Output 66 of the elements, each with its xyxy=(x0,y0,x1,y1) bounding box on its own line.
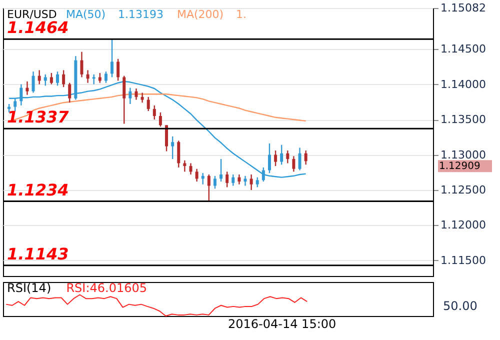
annotation: RSI:46.01605 xyxy=(66,281,147,295)
text: MA(50) xyxy=(66,8,106,21)
ref-line-label: 1.1234 xyxy=(7,180,69,200)
candlestick xyxy=(128,87,132,105)
candlestick xyxy=(146,96,150,112)
text: 2016-04-14 15:00 xyxy=(228,317,336,331)
candlestick xyxy=(286,150,290,164)
candlestick xyxy=(80,51,84,78)
candlestick xyxy=(140,92,144,104)
chart-title: EUR/USD xyxy=(7,8,57,21)
ref-line-label: 1.1464 xyxy=(7,18,69,38)
candlestick xyxy=(56,70,60,86)
annotation: 1. xyxy=(236,8,246,21)
annotation: 1.13193 xyxy=(118,8,164,21)
candlestick xyxy=(183,160,186,172)
candlestick xyxy=(38,70,41,85)
candlestick xyxy=(304,150,308,166)
candlestick xyxy=(32,70,35,94)
candlestick xyxy=(268,142,271,174)
text: MA(200) xyxy=(177,8,224,21)
candlestick xyxy=(195,168,198,182)
y-tick-label: 1.11500 xyxy=(440,254,486,267)
text: 50.00 xyxy=(443,298,478,313)
candlestick xyxy=(207,174,210,203)
y-tick-label: 1.12500 xyxy=(440,184,486,197)
candlestick xyxy=(220,158,223,182)
candlestick xyxy=(26,80,29,96)
y-tick-label: 1.15082 xyxy=(440,2,486,14)
ref-line-label: 1.1143 xyxy=(7,244,69,264)
candlestick xyxy=(68,82,72,104)
candlestick xyxy=(62,70,66,88)
y-tick-label: 1.12000 xyxy=(440,218,486,232)
y-tick-label: 1.14500 xyxy=(440,42,486,56)
candlestick xyxy=(116,58,120,82)
candlestick xyxy=(171,136,174,160)
candlestick xyxy=(110,38,114,78)
candlestick xyxy=(232,174,235,186)
candlestick xyxy=(292,156,296,172)
y-tick-label: 1.13500 xyxy=(440,113,486,126)
candlestick xyxy=(104,70,108,84)
candlestick xyxy=(98,72,102,84)
chart-title: RSI(14) xyxy=(7,281,52,295)
y-tick-label: 1.13000 xyxy=(440,148,486,162)
candlestick xyxy=(298,147,302,171)
candlestick xyxy=(189,162,192,176)
candlestick xyxy=(213,175,216,190)
candlestick xyxy=(165,124,168,152)
candlestick xyxy=(122,75,126,124)
candlestick xyxy=(280,144,284,166)
candlestick xyxy=(274,150,278,167)
candlestick xyxy=(152,104,156,120)
candlestick xyxy=(238,174,241,185)
candlestick xyxy=(44,74,47,86)
candlestick xyxy=(134,88,138,100)
candlestick xyxy=(86,70,90,84)
candlestick xyxy=(250,174,253,191)
candlestick xyxy=(20,84,23,106)
candlestick xyxy=(50,72,53,85)
y-tick-label: 1.14000 xyxy=(440,78,486,91)
candlestick xyxy=(256,176,259,188)
candlestick xyxy=(226,171,229,188)
candlestick xyxy=(92,74,96,85)
candlestick xyxy=(158,112,162,128)
candlestick xyxy=(177,140,180,168)
candlestick xyxy=(244,175,247,186)
text: 1.12909 xyxy=(439,161,480,172)
